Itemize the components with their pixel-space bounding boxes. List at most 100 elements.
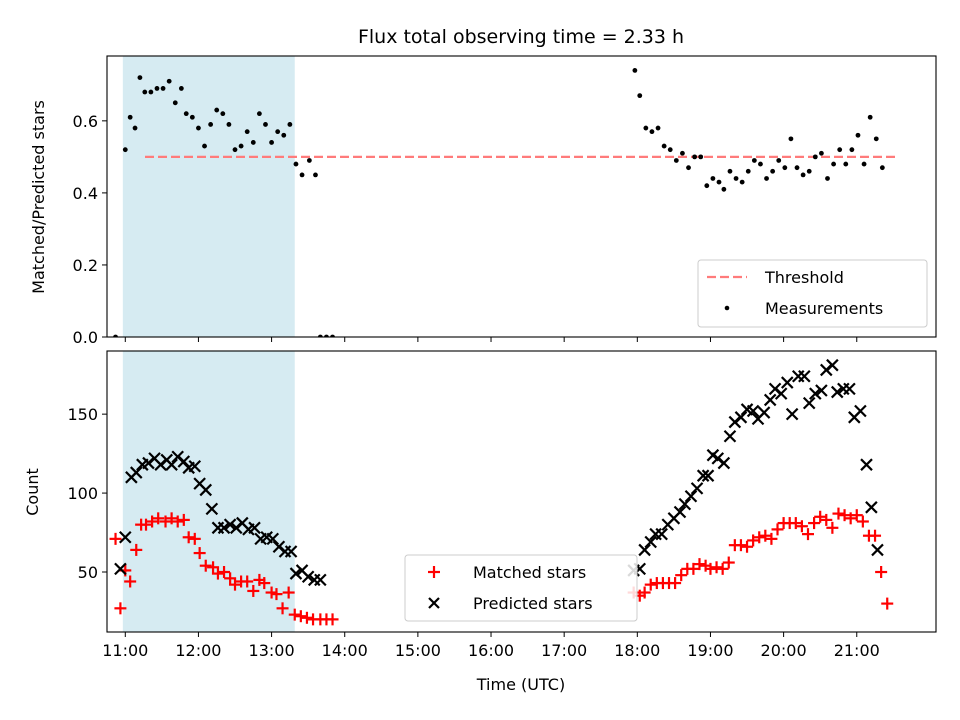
matched-star-point <box>124 575 137 588</box>
measurement-point <box>226 122 232 127</box>
matched-star-point <box>171 515 184 528</box>
measurement-point <box>238 143 244 149</box>
matched-star-point <box>850 509 863 522</box>
predicted-star-point <box>843 382 856 396</box>
measurement-point <box>263 122 268 127</box>
predicted-star-point <box>188 459 202 473</box>
matched-star-point <box>675 569 688 582</box>
matched-star-point <box>856 515 869 528</box>
measurement-point <box>751 158 757 163</box>
measurement-point <box>843 161 849 167</box>
matched-star-point <box>114 602 127 615</box>
measurement-point <box>148 89 154 95</box>
matched-star-point <box>218 566 231 579</box>
measurement-point <box>855 132 861 138</box>
measurement-point <box>202 143 207 149</box>
measurement-point <box>800 172 806 178</box>
observing-window-span <box>122 56 295 337</box>
measurement-point <box>137 75 143 81</box>
measurement-point <box>244 129 250 135</box>
predicted-star-point <box>830 385 844 399</box>
count-y-axis-label: Count <box>23 468 42 516</box>
legend-threshold-label: Threshold <box>764 268 844 287</box>
measurement-point <box>806 168 812 174</box>
x-tick-label: 21:00 <box>834 641 880 660</box>
predicted-star-point <box>638 543 651 557</box>
ratio-y-axis-label: Matched/Predicted stars <box>29 100 48 294</box>
measurement-point <box>208 122 214 127</box>
predicted-star-point <box>266 532 280 546</box>
matched-star-point <box>182 531 195 544</box>
matched-star-point <box>869 529 882 542</box>
measurement-point <box>172 100 178 106</box>
matched-star-point <box>294 610 307 623</box>
measurement-point <box>692 154 698 160</box>
matched-star-point <box>687 562 700 575</box>
measurement-point <box>189 114 195 120</box>
matched-star-point <box>130 543 143 556</box>
matched-star-point <box>177 513 190 526</box>
measurement-point <box>879 165 885 171</box>
measurement-point <box>721 186 727 192</box>
predicted-star-point <box>723 429 737 443</box>
measurement-point <box>183 111 189 117</box>
x-tick-label: 15:00 <box>395 641 441 660</box>
ratio-axes-frame <box>106 55 937 338</box>
measurement-point <box>812 154 818 160</box>
matched-star-point <box>669 577 682 590</box>
measurement-point <box>293 161 299 167</box>
predicted-star-point <box>690 482 704 495</box>
predicted-star-point <box>815 384 828 397</box>
measurement-point <box>655 125 661 131</box>
measurement-point <box>758 161 763 167</box>
matched-star-point <box>753 531 766 544</box>
x-tick-label: 20:00 <box>761 641 807 660</box>
predicted-star-point <box>774 387 788 400</box>
x-tick-label: 19:00 <box>687 641 733 660</box>
x-tick-label: 16:00 <box>468 641 514 660</box>
legend-predicted-swatch <box>428 597 440 609</box>
predicted-star-point <box>301 570 315 584</box>
measurement-point <box>764 176 769 181</box>
matched-star-point <box>693 558 706 571</box>
measurement-point <box>214 107 220 113</box>
matched-star-point <box>789 517 802 530</box>
matched-star-point <box>270 588 283 601</box>
matched-star-point <box>838 509 851 522</box>
x-axis-label: Time (UTC) <box>476 675 565 694</box>
matched-star-point <box>109 532 122 545</box>
y-tick-label: 50 <box>78 563 98 582</box>
measurement-point <box>680 150 685 156</box>
measurement-point <box>113 334 118 337</box>
matched-star-point <box>241 575 254 588</box>
predicted-star-point <box>165 458 178 471</box>
matched-star-point <box>710 561 723 574</box>
measurement-point <box>122 147 128 153</box>
predicted-star-point <box>809 387 822 400</box>
matched-star-point <box>211 567 224 580</box>
matched-star-point <box>152 512 165 525</box>
legend-measurements-label: Measurements <box>765 299 883 318</box>
matched-star-point <box>258 577 271 590</box>
matched-star-point <box>165 512 178 525</box>
measurement-point <box>739 179 745 185</box>
measurement-point <box>306 158 312 163</box>
measurement-point <box>287 122 293 127</box>
x-tick-label: 18:00 <box>614 641 660 660</box>
measurement-point <box>831 161 836 167</box>
measurement-points <box>113 68 885 337</box>
predicted-star-point <box>673 505 687 519</box>
legend-matched-label: Matched stars <box>473 563 586 582</box>
measurement-point <box>330 334 335 337</box>
matched-star-point <box>801 528 814 541</box>
count-legend: Matched stars Predicted stars <box>404 554 638 622</box>
y-tick-label: 150 <box>67 405 98 424</box>
measurement-point <box>837 147 843 153</box>
measurement-point <box>127 114 133 120</box>
predicted-star-point <box>860 458 873 471</box>
measurement-point <box>317 334 323 337</box>
measurement-point <box>788 136 794 142</box>
predicted-star-point <box>114 562 127 576</box>
predicted-star-point <box>119 531 132 544</box>
legend-predicted-label: Predicted stars <box>473 594 593 613</box>
